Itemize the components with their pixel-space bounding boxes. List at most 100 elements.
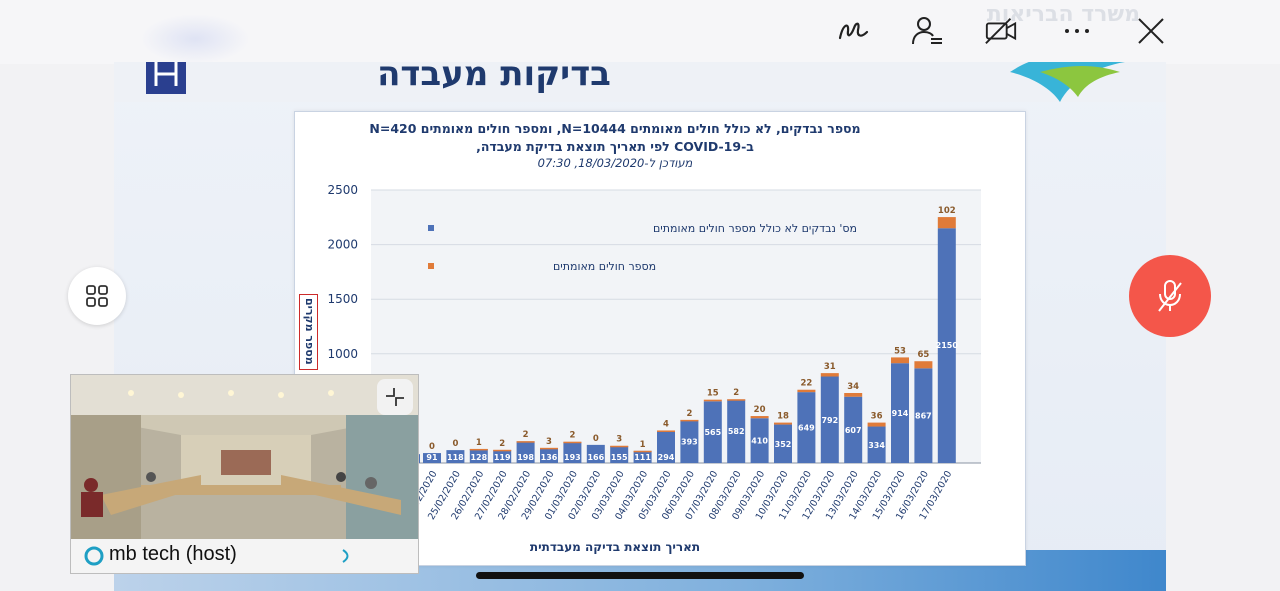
bar-confirmed [680,419,699,422]
bar-confirmed [891,357,909,364]
participants-icon[interactable] [910,14,944,48]
bar-tested [774,424,792,463]
video-feed [71,375,418,539]
bar-top-label: 0 [429,442,435,452]
bar-value-label: 352 [775,440,792,449]
bar-confirmed [703,399,722,402]
participant-label-bar: mb tech (host) [71,539,418,573]
bar-confirmed [750,416,769,419]
bar-top-label: 2 [569,431,575,441]
chart-subtitle: מעודכן ל-18/03/2020, 07:30 [537,156,693,170]
bar-confirmed [867,422,886,427]
bar-top-label: 15 [707,389,719,399]
apps-button[interactable] [68,267,126,325]
bar-tested [914,368,933,463]
bar-top-label: 53 [894,346,906,356]
host-status-icon [84,546,104,566]
bar-confirmed [563,441,582,444]
bar-tested [657,430,675,463]
bar-top-label: 31 [824,362,836,372]
bar-confirmed [844,393,863,397]
bar-confirmed [914,361,933,369]
logo-watermark [140,14,250,64]
slide-title: בדיקות מעבדה [377,62,611,94]
bar-tested [563,441,582,463]
x-axis-label: תאריך תוצאת בדיקה מעבדתית [529,540,701,554]
minimize-icon [386,388,404,406]
bar-confirmed [610,445,629,448]
bar-tested [446,450,465,463]
y-tick-label: 2500 [327,183,358,197]
bar-value-label: 118 [447,453,464,462]
bar-tested [844,396,863,463]
bar-value-label: 136 [541,453,558,462]
bar-top-label: 3 [616,435,622,445]
bar-confirmed [774,422,792,425]
bar-value-label: 607 [845,426,862,435]
bar-value-label: 565 [704,428,721,437]
mic-muted-icon [1158,280,1182,312]
bar-value-label: 91 [426,453,438,462]
ministry-watermark: משרד הבריאות [986,2,1140,27]
bar-tested [540,448,558,463]
bar-confirmed [657,430,675,432]
bar-value-label: 155 [611,453,628,462]
collapse-video-button[interactable] [377,379,413,415]
ministry-swoosh-icon [1000,62,1130,112]
bar-tested [633,450,652,463]
y-tick-label: 2000 [327,238,358,252]
more-icon[interactable] [1060,14,1094,48]
bar-value-label: 111 [634,453,651,462]
bar-tested [610,446,629,463]
y-tick-label: 1500 [327,292,358,306]
bar-tested [493,450,512,463]
bar-value-label: 649 [798,424,815,433]
ministry-logo-icon [144,62,188,96]
bar-value-label: 193 [564,453,581,462]
bar-value-label: 867 [915,412,932,421]
bar-confirmed [820,373,839,377]
bar-top-label: 36 [871,412,883,422]
bar-value-label: 119 [494,453,511,462]
bar-top-label: 2 [523,430,529,440]
bar-top-label: 1 [640,440,646,450]
y-axis-label: מספר מקרים [303,297,316,365]
bar-tested [423,453,441,463]
bar-value-label: 128 [470,453,487,462]
annotate-icon[interactable] [837,14,871,48]
bar-top-label: 18 [777,412,789,422]
bar-value-label: 294 [658,453,675,462]
bar-tested [680,420,699,463]
bar-top-label: 2 [499,439,505,449]
bar-value-label: 166 [587,453,604,462]
bar-confirmed [727,399,746,401]
bar-top-label: 34 [847,382,859,392]
self-video-tile[interactable]: mb tech (host) [70,374,419,574]
audio-activity-icon [342,549,349,563]
bar-tested [516,441,535,463]
video-off-icon[interactable] [984,14,1018,48]
close-icon[interactable] [1134,14,1168,48]
bar-tested [469,449,488,463]
bar-top-label: 0 [452,439,458,449]
bar-confirmed [516,441,535,443]
bar-tested [820,376,839,463]
bar-top-label: 4 [663,419,669,429]
bar-top-label: 0 [593,434,599,444]
bar-tested [703,401,722,463]
mute-button[interactable] [1129,255,1211,337]
bar-top-label: 65 [917,350,929,360]
grid-icon [86,285,108,307]
home-indicator [476,572,804,579]
y-tick-label: 1000 [327,347,358,361]
bar-confirmed [797,389,816,393]
bar-top-label: 2 [733,388,739,398]
legend-label: מספר חולים מאומתים [553,260,656,273]
slide-header [114,62,1166,102]
bar-tested [891,363,909,463]
participant-name: mb tech (host) [109,543,237,565]
bar-top-label: 3 [546,437,552,447]
bar-value-label: 198 [517,453,534,462]
bar-tested [937,228,956,463]
chart-card: מספר נבדקים, לא כולל חולים מאומתים N=104… [294,111,1026,566]
